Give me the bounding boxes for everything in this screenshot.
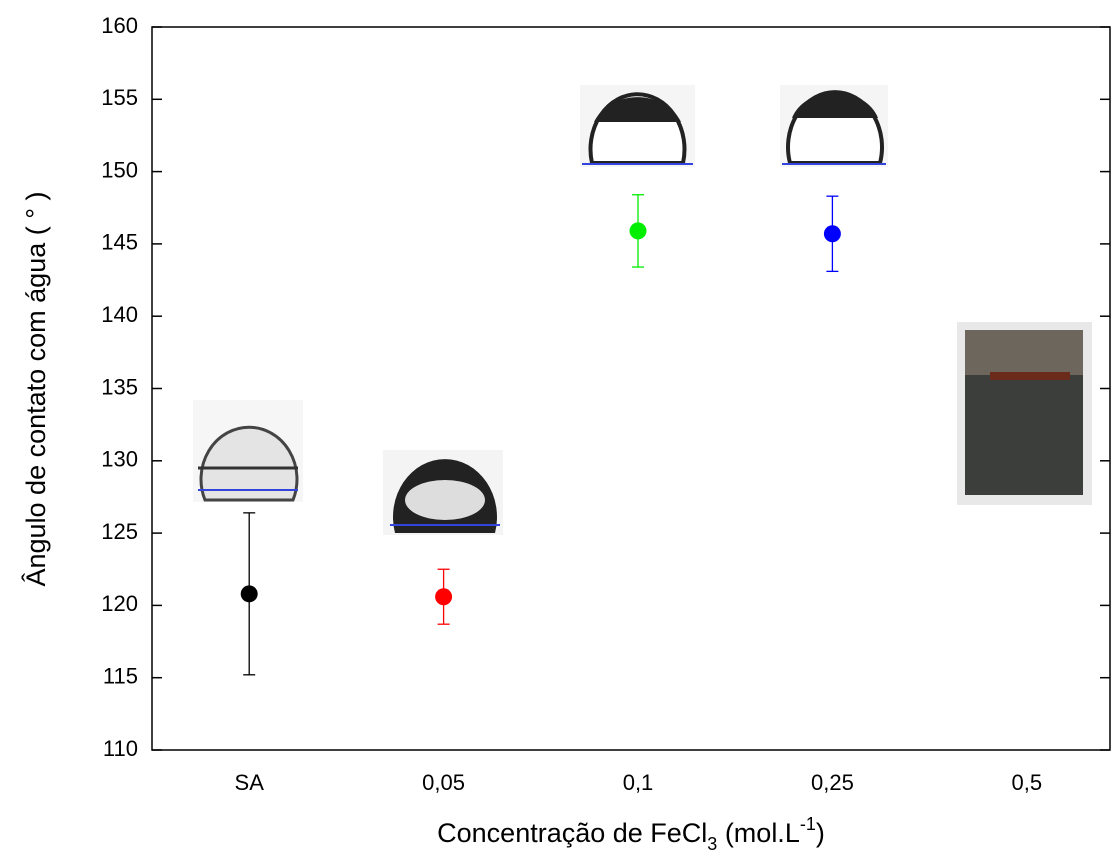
y-axis-label: Ângulo de contato com água ( ° ) [20,191,51,586]
y-tick-label: 145 [101,230,138,255]
x-tick-label: 0,1 [623,770,654,795]
y-tick-label: 150 [101,157,138,182]
x-axis-label-part: -1 [800,814,816,834]
y-tick-label: 125 [101,519,138,544]
point [435,588,452,605]
x-tick-label: 0,5 [1012,770,1043,795]
x-axis-label-part: (mol.L [717,818,800,848]
y-tick-label: 115 [103,664,138,689]
page: Ângulo de contato com água ( ° ) Concent… [0,0,1114,860]
x-axis-label-part: ) [816,818,825,848]
y-tick-label: 135 [101,374,138,399]
x-axis-label-part: 3 [707,834,717,854]
point [630,222,647,239]
y-tick-label: 130 [101,447,138,472]
point [824,225,841,242]
photos [193,85,1092,535]
y-tick-label: 155 [101,85,138,110]
chart: Ângulo de contato com água ( ° ) Concent… [0,0,1114,855]
y-tick-label: 160 [101,13,138,38]
point [241,585,258,602]
y-tick-label: 110 [103,736,138,761]
y-tick-label: 140 [101,302,138,327]
x-tick-label: SA [235,770,265,795]
x-tick-label: 0,25 [811,770,854,795]
x-axis-label-part: Concentração de FeCl [437,818,707,848]
x-tick-label: 0,05 [422,770,465,795]
x-axis-label: Concentração de FeCl3 (mol.L-1) [437,814,825,854]
y-tick-label: 120 [101,591,138,616]
